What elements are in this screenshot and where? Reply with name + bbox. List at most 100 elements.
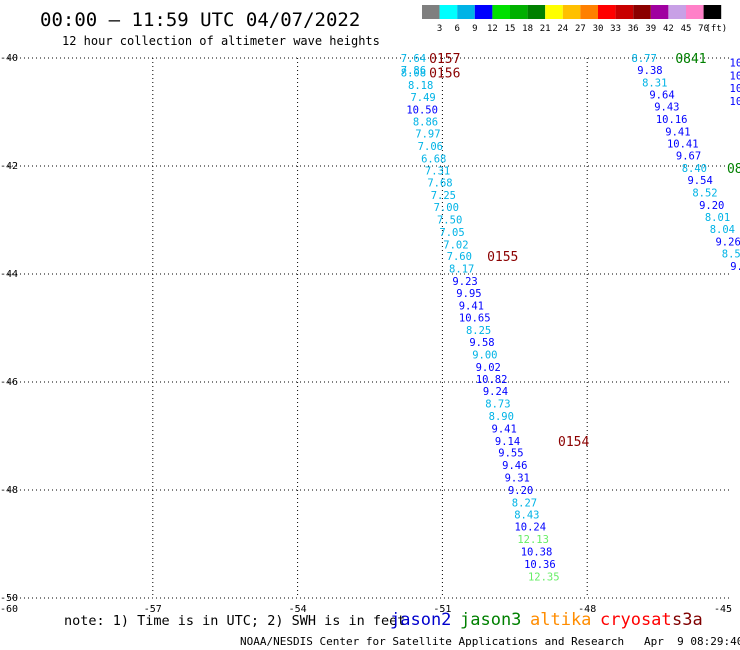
x-tick-label: -45 — [714, 604, 732, 615]
wave-height-value: 9.58 — [469, 337, 494, 349]
wave-height-value: 9.24 — [483, 386, 508, 398]
wave-height-value: 8.90 — [489, 411, 514, 423]
x-tick-label: -54 — [289, 604, 307, 615]
wave-height-value: 8.40 — [682, 163, 707, 175]
satellite-legend-item: jason2 — [390, 610, 451, 630]
wave-height-value: 9.64 — [649, 90, 674, 102]
wave-height-value: 9.23 — [452, 276, 477, 288]
scale-label: 30 — [593, 24, 604, 34]
scale-label: 36 — [628, 24, 639, 34]
scale-swatch — [668, 5, 686, 19]
pass-time-label: 0841 — [675, 52, 706, 67]
pass-time-label: 0842 — [727, 162, 740, 177]
wave-height-value: 9.00 — [472, 349, 497, 361]
scale-label: 24 — [557, 24, 568, 34]
scale-swatch — [598, 5, 616, 19]
wave-height-value: 8.25 — [466, 325, 491, 337]
wave-height-value: 10.16 — [656, 114, 688, 126]
wave-height-value: 12.35 — [528, 571, 560, 583]
scale-swatch — [474, 5, 493, 19]
scale-swatch — [457, 5, 475, 19]
scale-swatch — [703, 5, 722, 19]
wave-height-value: 8.59 — [722, 248, 740, 260]
color-scale-legend: 3 6 9 12 15 18 21 24 27 30 33 36 39 42 45 70(ft) — [422, 5, 727, 34]
wave-height-value: 10.65 — [459, 313, 491, 325]
wave-height-value: 10.82 — [476, 374, 508, 386]
corner-label: -60 — [0, 604, 18, 615]
wave-height-value: 9.54 — [687, 175, 712, 187]
wave-height-value: 8.86 — [413, 117, 438, 129]
satellite-legend-item: jason3 — [460, 610, 521, 630]
footnote: note: 1) Time is in UTC; 2) SWH is in fe… — [64, 613, 405, 629]
wave-height-value: 10.24 — [514, 522, 546, 534]
scale-label: 6 — [454, 24, 459, 34]
wave-height-value: 7.86 — [401, 65, 426, 77]
scale-label: 15 — [505, 24, 516, 34]
wave-height-value: 8.31 — [642, 77, 667, 89]
wave-height-value: 9.95 — [456, 288, 481, 300]
x-tick-label: -57 — [144, 604, 162, 615]
x-tick-label: -51 — [433, 604, 451, 615]
plot-grid: -40 -42 -44 -46 -48 -50 -57 -54 -51 -48 -45 -60 — [0, 53, 732, 615]
scale-label: 45 — [681, 24, 692, 34]
wave-height-value: 8.27 — [512, 497, 537, 509]
y-tick-label: -50 — [0, 593, 18, 604]
wave-height-value: 10 — [730, 70, 740, 82]
scale-label: 70 — [698, 24, 709, 34]
scale-label: 21 — [540, 24, 551, 34]
wave-height-value: 8.43 — [514, 509, 539, 521]
wave-height-value: 8.01 — [705, 212, 730, 224]
wave-height-value: 8.18 — [408, 80, 433, 92]
y-tick-label: -42 — [0, 161, 18, 172]
satellite-legend-item: altika — [530, 610, 591, 630]
wave-height-value: 7.06 — [418, 141, 443, 153]
wave-height-value: 9.3 — [730, 261, 740, 273]
wave-height-value: 7.60 — [447, 251, 472, 263]
scale-label: 9 — [472, 24, 477, 34]
wave-height-value: 12.13 — [517, 534, 549, 546]
y-tick-label: -44 — [0, 269, 18, 280]
wave-height-value: 9.20 — [508, 485, 533, 497]
scale-swatch — [545, 5, 563, 19]
pass-time-label: 0156 — [429, 67, 460, 82]
wave-height-value: 8.77 — [632, 53, 657, 65]
wave-height-value: 7.68 — [427, 178, 452, 190]
satellite-legend-item: cryosat — [600, 610, 672, 630]
scale-swatch — [633, 5, 651, 19]
scale-unit: (ft) — [706, 24, 728, 34]
scale-swatch — [422, 5, 440, 19]
wave-height-value: 6.68 — [421, 153, 446, 165]
wave-height-value: 9.41 — [459, 300, 484, 312]
wave-height-value: 8.17 — [449, 264, 474, 276]
wave-height-value: 10 — [730, 57, 740, 69]
wave-height-value: 7.50 — [437, 214, 462, 226]
scale-swatch — [527, 5, 546, 19]
scale-label: 42 — [663, 24, 674, 34]
wave-height-value: 9.26 — [715, 237, 740, 249]
wave-height-value: 7.49 — [410, 92, 435, 104]
chart-subtitle: 12 hour collection of altimeter wave hei… — [62, 34, 380, 48]
wave-height-value: 9.20 — [699, 200, 724, 212]
wave-height-value: 8.08 — [401, 68, 426, 80]
wave-height-value: 9.41 — [665, 126, 690, 138]
y-tick-label: -40 — [0, 53, 18, 64]
y-tick-label: -46 — [0, 377, 18, 388]
x-tick-label: -48 — [578, 604, 596, 615]
chart-title: 00:00 – 11:59 UTC 04/07/2022 — [40, 9, 360, 31]
scale-swatch — [439, 5, 458, 19]
wave-height-value: 10.41 — [667, 138, 699, 150]
pass-time-label: 0154 — [558, 435, 589, 450]
scale-swatch — [615, 5, 634, 19]
wave-height-value: 10.36 — [524, 559, 556, 571]
wave-height-value: 7.31 — [425, 165, 450, 177]
wave-height-value: 10.50 — [406, 104, 438, 116]
wave-height-value: 7.05 — [439, 227, 464, 239]
scale-swatch — [510, 5, 528, 19]
wave-height-value: 8.73 — [485, 399, 510, 411]
wave-height-value: 9.41 — [492, 423, 517, 435]
scale-label: 3 — [437, 24, 442, 34]
scale-swatch — [580, 5, 598, 19]
wave-height-value: 7.02 — [443, 239, 468, 251]
satellite-legend: jason2 jason3 altika cryosat s3a — [390, 610, 703, 630]
